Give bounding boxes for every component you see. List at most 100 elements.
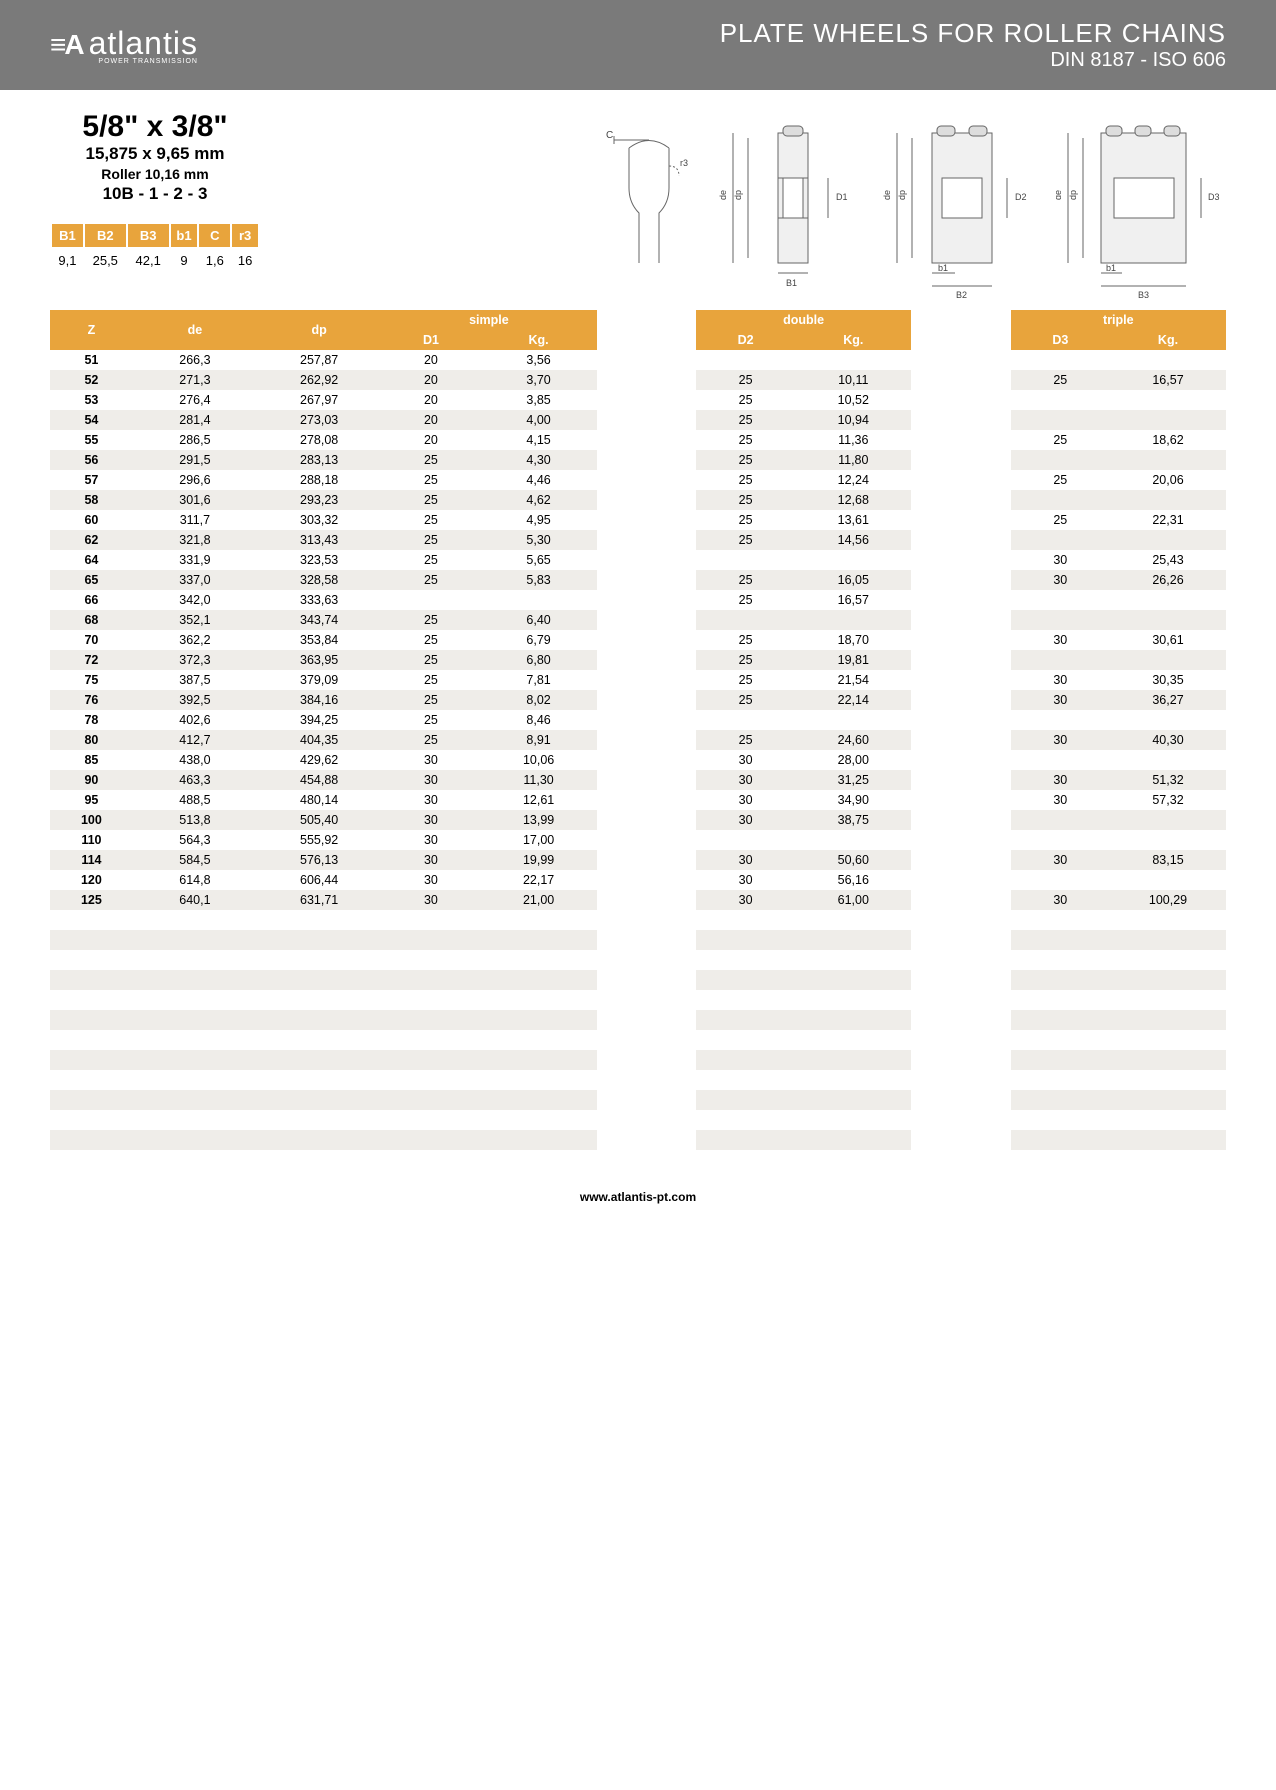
cell-kg2 — [795, 710, 911, 730]
cell-de: 387,5 — [133, 670, 257, 690]
cell-kg3: 30,35 — [1110, 670, 1226, 690]
cell-d1: 25 — [381, 630, 480, 650]
cell-d1: 30 — [381, 890, 480, 910]
cell-z: 62 — [50, 530, 133, 550]
cell-d3 — [1011, 410, 1110, 430]
page-title: PLATE WHEELS FOR ROLLER CHAINS — [720, 18, 1226, 49]
table-row: 114584,5576,133019,993050,603083,15 — [50, 850, 1226, 870]
cell-dp: 379,09 — [257, 670, 381, 690]
cell-d2 — [696, 710, 795, 730]
cell-kg3 — [1110, 530, 1226, 550]
cell-z: 58 — [50, 490, 133, 510]
svg-text:D3: D3 — [1208, 192, 1220, 202]
cell-dp: 505,40 — [257, 810, 381, 830]
cell-z: 125 — [50, 890, 133, 910]
cell-dp: 404,35 — [257, 730, 381, 750]
cell-d1: 25 — [381, 730, 480, 750]
cell-z: 66 — [50, 590, 133, 610]
cell-z: 110 — [50, 830, 133, 850]
dim-col-b1: b1 — [171, 224, 198, 247]
cell-kg2: 28,00 — [795, 750, 911, 770]
cell-z: 65 — [50, 570, 133, 590]
cell-d2: 30 — [696, 810, 795, 830]
col-dp: dp — [257, 310, 381, 350]
cell-d2: 25 — [696, 650, 795, 670]
cell-z: 76 — [50, 690, 133, 710]
cell-de: 438,0 — [133, 750, 257, 770]
table-row-empty — [50, 910, 1226, 930]
cell-dp: 267,97 — [257, 390, 381, 410]
cell-de: 286,5 — [133, 430, 257, 450]
dim-col-B2: B2 — [85, 224, 126, 247]
cell-d3: 25 — [1011, 370, 1110, 390]
cell-kg3: 83,15 — [1110, 850, 1226, 870]
cell-dp: 313,43 — [257, 530, 381, 550]
cell-d3: 30 — [1011, 690, 1110, 710]
cell-d3: 30 — [1011, 570, 1110, 590]
cell-de: 266,3 — [133, 350, 257, 370]
cell-z: 68 — [50, 610, 133, 630]
cell-dp: 328,58 — [257, 570, 381, 590]
table-row: 95488,5480,143012,613034,903057,32 — [50, 790, 1226, 810]
cell-d2: 30 — [696, 790, 795, 810]
cell-d1: 25 — [381, 690, 480, 710]
table-row: 58301,6293,23254,622512,68 — [50, 490, 1226, 510]
cell-d1: 20 — [381, 430, 480, 450]
svg-text:B3: B3 — [1138, 290, 1149, 298]
cell-d2: 25 — [696, 530, 795, 550]
table-row: 72372,3363,95256,802519,81 — [50, 650, 1226, 670]
cell-d1: 20 — [381, 390, 480, 410]
table-row: 54281,4273,03204,002510,94 — [50, 410, 1226, 430]
cell-kg2: 11,36 — [795, 430, 911, 450]
cell-dp: 303,32 — [257, 510, 381, 530]
logo-text: atlantis — [89, 25, 198, 61]
cell-kg2: 56,16 — [795, 870, 911, 890]
dim-col-r3: r3 — [232, 224, 258, 247]
table-row: 60311,7303,32254,952513,612522,31 — [50, 510, 1226, 530]
cell-d2 — [696, 610, 795, 630]
table-row: 66342,0333,632516,57 — [50, 590, 1226, 610]
cell-z: 55 — [50, 430, 133, 450]
cell-dp: 429,62 — [257, 750, 381, 770]
cell-de: 342,0 — [133, 590, 257, 610]
cell-kg2: 38,75 — [795, 810, 911, 830]
cell-de: 584,5 — [133, 850, 257, 870]
header-titles: PLATE WHEELS FOR ROLLER CHAINS DIN 8187 … — [720, 18, 1226, 72]
cell-kg3 — [1110, 750, 1226, 770]
cell-kg1: 13,99 — [481, 810, 597, 830]
cell-de: 281,4 — [133, 410, 257, 430]
col-kg1: Kg. — [481, 330, 597, 350]
svg-text:dp: dp — [733, 190, 743, 200]
table-row: 100513,8505,403013,993038,75 — [50, 810, 1226, 830]
cell-d2: 25 — [696, 590, 795, 610]
cell-kg1: 7,81 — [481, 670, 597, 690]
cell-dp: 480,14 — [257, 790, 381, 810]
page-subtitle: DIN 8187 - ISO 606 — [720, 49, 1226, 72]
table-row-empty — [50, 1010, 1226, 1030]
cell-dp: 576,13 — [257, 850, 381, 870]
cell-kg3 — [1110, 590, 1226, 610]
table-row: 53276,4267,97203,852510,52 — [50, 390, 1226, 410]
svg-text:B1: B1 — [786, 278, 797, 288]
cell-de: 513,8 — [133, 810, 257, 830]
svg-text:de: de — [882, 190, 892, 200]
table-row: 65337,0328,58255,832516,053026,26 — [50, 570, 1226, 590]
cell-dp: 606,44 — [257, 870, 381, 890]
cell-de: 337,0 — [133, 570, 257, 590]
col-kg2: Kg. — [795, 330, 911, 350]
cell-kg2: 10,11 — [795, 370, 911, 390]
cell-d2: 25 — [696, 470, 795, 490]
col-kg3: Kg. — [1110, 330, 1226, 350]
table-row: 70362,2353,84256,792518,703030,61 — [50, 630, 1226, 650]
cell-de: 276,4 — [133, 390, 257, 410]
svg-text:dp: dp — [1068, 190, 1078, 200]
cell-d1: 25 — [381, 550, 480, 570]
cell-kg3 — [1110, 870, 1226, 890]
svg-text:de: de — [718, 190, 728, 200]
cell-kg1: 4,95 — [481, 510, 597, 530]
cell-dp: 278,08 — [257, 430, 381, 450]
cell-kg1: 8,46 — [481, 710, 597, 730]
cell-dp: 353,84 — [257, 630, 381, 650]
technical-diagrams: C r3 de dp D1 B1 — [280, 110, 1226, 298]
cell-kg1: 4,62 — [481, 490, 597, 510]
